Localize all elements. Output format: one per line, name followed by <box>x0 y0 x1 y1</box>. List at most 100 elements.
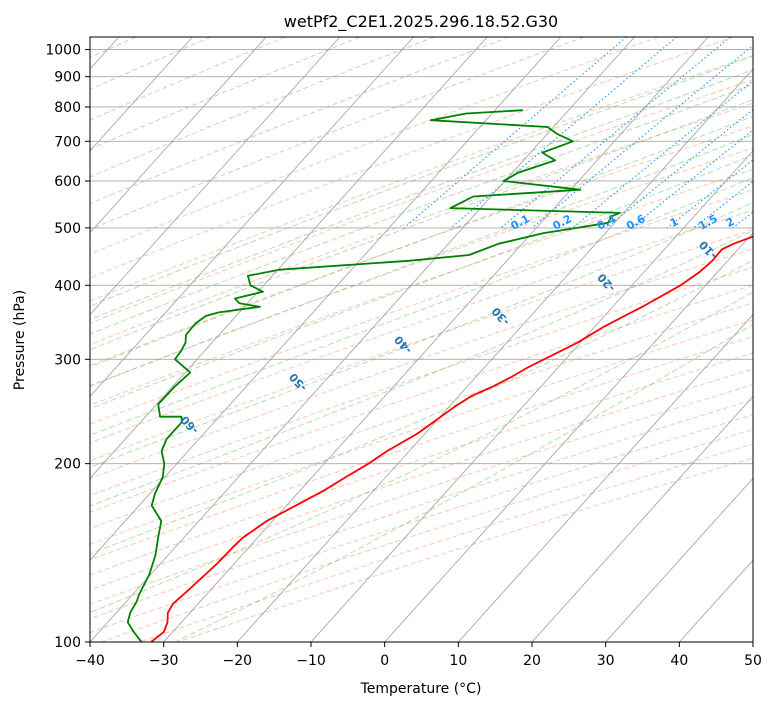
dry-adiabat-line <box>90 229 753 462</box>
mixing-ratio-line <box>693 180 753 229</box>
mixing-ratio-line <box>761 37 775 228</box>
moist-adiabat-line <box>90 201 753 468</box>
y-tick-label: 600 <box>54 174 81 190</box>
x-tick-label: −20 <box>223 653 253 669</box>
isotherms <box>90 37 753 642</box>
dry-adiabat-line <box>90 37 286 121</box>
chart-title: wetPf2_C2E1.2025.296.18.52.G30 <box>284 12 558 32</box>
x-tick-label: 20 <box>523 653 541 669</box>
dry-adiabat-label: -40 <box>392 333 415 357</box>
isotherm-line <box>90 37 488 479</box>
isotherm-line <box>605 477 753 642</box>
x-tick-label: 40 <box>670 653 688 669</box>
x-tick-label: −30 <box>149 653 179 669</box>
dry-adiabat-label: -50 <box>286 370 309 394</box>
mixing-ratio-lines <box>403 37 775 229</box>
isotherm-line <box>90 37 341 316</box>
y-tick-label: 900 <box>54 70 81 86</box>
x-tick-label: 30 <box>597 653 615 669</box>
mixing-ratio-label: 0.1 <box>509 212 532 233</box>
moist-adiabat-line <box>90 259 753 555</box>
dry-adiabat-line <box>101 428 753 642</box>
x-tick-label: 0 <box>380 653 389 669</box>
dry-adiabat-line <box>90 414 753 634</box>
moist-adiabat-line <box>174 323 753 642</box>
x-tick-label: −40 <box>75 653 105 669</box>
isotherm-line <box>457 313 753 642</box>
mixing-ratio-line <box>531 44 753 229</box>
isotherm-line <box>752 641 753 642</box>
dry-adiabat-line <box>90 54 753 302</box>
moist-adiabat-line <box>90 99 753 351</box>
moist-adiabat-line <box>90 83 753 335</box>
dry-adiabat-label: -20 <box>595 270 618 294</box>
mixing-ratio-line <box>403 37 627 229</box>
y-tick-label: 300 <box>54 352 81 368</box>
isotherm-line <box>90 37 267 234</box>
dry-adiabat-line <box>90 319 753 545</box>
dry-adiabats <box>90 37 753 642</box>
moist-adiabat-line <box>90 154 753 410</box>
isobars <box>90 49 753 642</box>
mixing-ratio-line <box>666 159 753 229</box>
moist-adiabat-line <box>90 176 753 436</box>
dry-adiabat-line <box>90 209 753 444</box>
x-tick-label: 10 <box>449 653 467 669</box>
y-tick-label: 800 <box>54 100 81 116</box>
dry-adiabat-label: -30 <box>489 304 512 328</box>
moist-adiabats <box>90 55 753 642</box>
isotherm-line <box>90 37 414 398</box>
dry-adiabat-line <box>90 37 435 178</box>
dry-adiabat-line <box>90 266 753 497</box>
moist-adiabat-line <box>90 55 753 307</box>
isotherm-line <box>310 150 753 642</box>
dry-adiabat-line <box>90 302 753 529</box>
mixing-ratio-line <box>732 211 753 229</box>
y-tick-label: 1000 <box>45 43 81 59</box>
isotherm-line <box>236 68 753 642</box>
plot-frame <box>89 36 754 643</box>
dry-adiabat-line <box>90 37 211 91</box>
moist-adiabat-line <box>90 133 753 387</box>
mixing-ratio-label: 3 <box>757 215 770 230</box>
x-tick-label: −10 <box>296 653 326 669</box>
mixing-ratio-line <box>605 108 753 229</box>
isotherm-line <box>163 37 709 642</box>
dry-adiabat-line <box>90 168 753 406</box>
dry-adiabat-label: -10 <box>696 238 719 262</box>
isotherm-line <box>531 395 753 642</box>
y-axis-label: Pressure (hPa) <box>12 290 28 390</box>
plot-area: -100-90-80-70-60-50-40-30-20-10010203040… <box>90 37 775 642</box>
dry-adiabat-line <box>90 37 510 205</box>
moist-adiabat-line <box>90 291 753 614</box>
x-axis-label: Temperature (°C) <box>360 681 482 697</box>
mixing-ratio-line <box>500 37 731 229</box>
profile-line <box>126 109 621 642</box>
mixing-ratio-line <box>630 129 753 229</box>
y-axis-ticks: 100 200 300 400 500 600 700 800 900 1000 <box>45 43 90 651</box>
x-tick-label: 50 <box>744 653 762 669</box>
dry-adiabat-line <box>90 284 753 513</box>
profile-series <box>126 109 753 642</box>
dry-adiabat-line <box>90 79 753 324</box>
isotherm-line <box>384 232 753 642</box>
dry-adiabat-line <box>90 37 360 150</box>
x-axis-ticks: −40 −30 −20 −10 0 10 20 30 40 50 <box>75 642 762 669</box>
profile-line <box>150 235 753 642</box>
moist-adiabat-line <box>90 69 753 321</box>
mixing-ratio-label: 1.5 <box>696 212 719 233</box>
y-tick-label: 100 <box>54 635 81 651</box>
y-tick-label: 200 <box>54 457 81 473</box>
isotherm-line <box>90 37 193 152</box>
mixing-ratio-line <box>572 79 753 229</box>
line-labels: -100-90-80-70-60-50-40-30-20-10010203040… <box>178 212 770 437</box>
isotherm-line <box>90 37 635 642</box>
y-tick-label: 400 <box>54 278 81 294</box>
mixing-ratio-label: 0.6 <box>624 212 648 233</box>
isotherm-line <box>90 37 562 561</box>
y-tick-label: 500 <box>54 221 81 237</box>
dry-adiabat-line <box>90 37 585 230</box>
dry-adiabat-line <box>90 189 753 425</box>
dry-adiabat-line <box>90 37 659 255</box>
